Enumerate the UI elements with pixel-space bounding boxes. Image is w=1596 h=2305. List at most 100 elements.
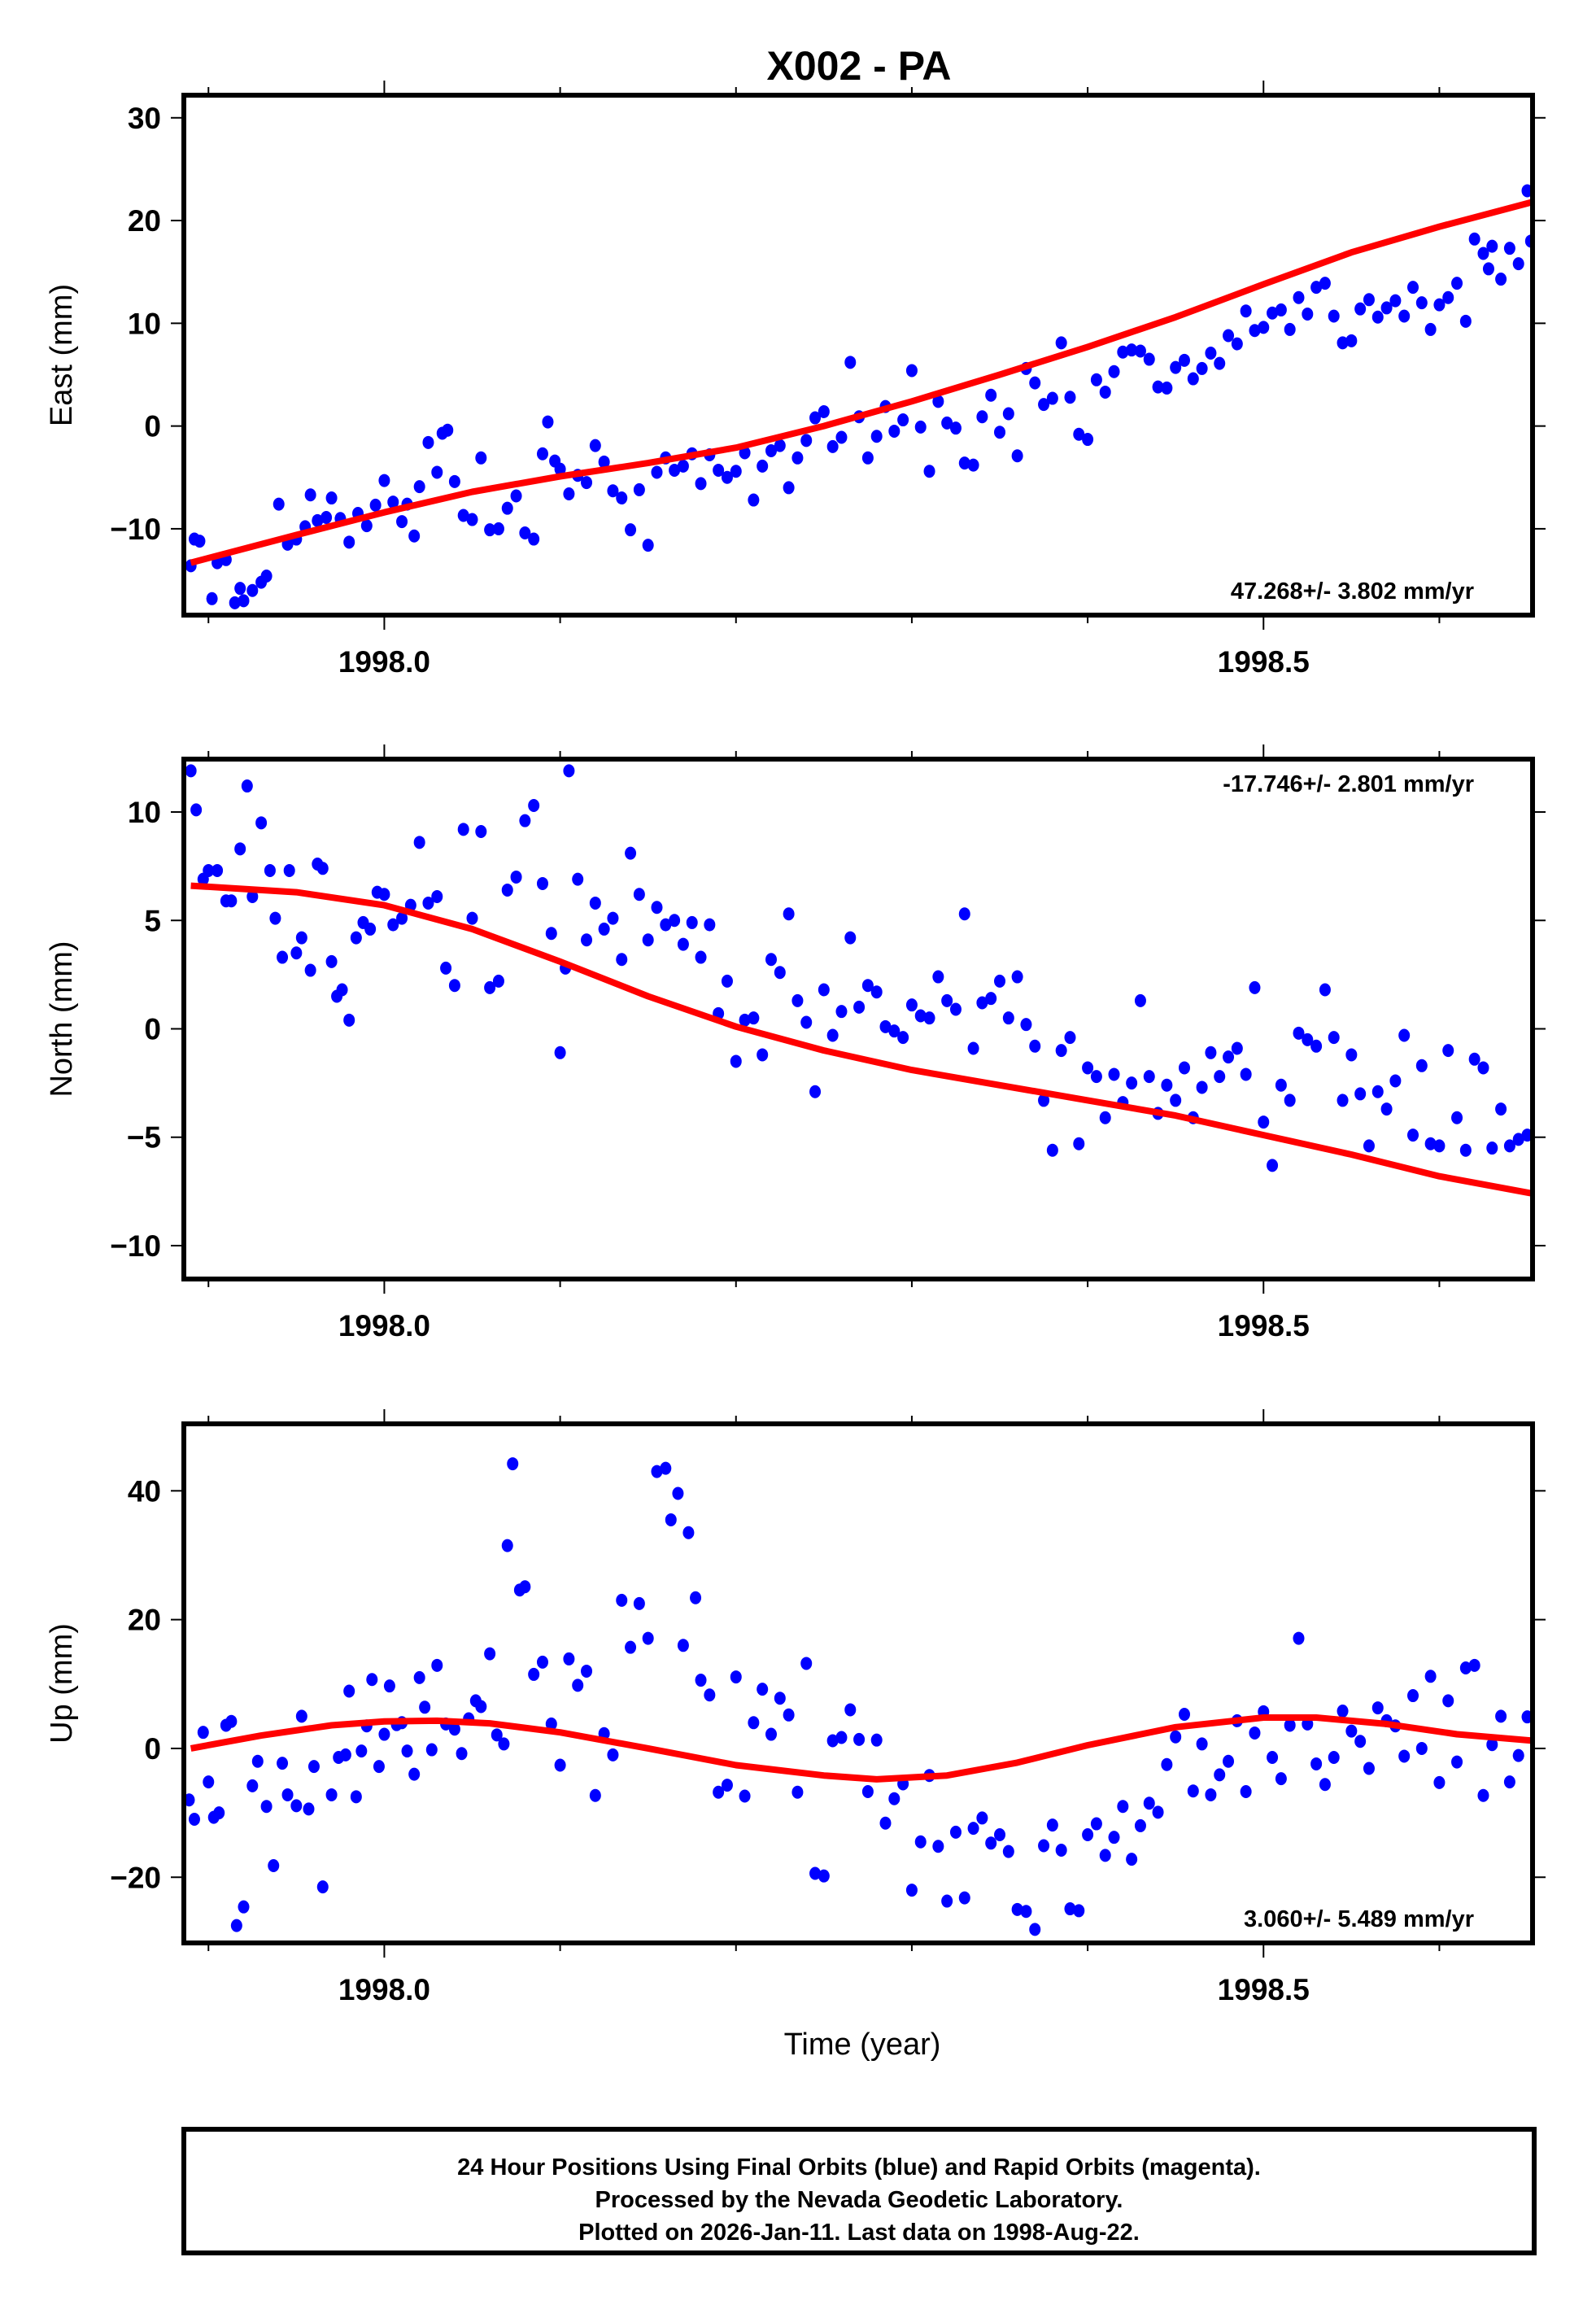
data-point [255,816,268,830]
data-point [660,918,672,932]
data-point [826,1734,839,1748]
data-point [879,1816,892,1830]
data-point [1459,314,1472,328]
y-axis-label: Up (mm) [45,1623,79,1744]
data-point [413,1670,425,1684]
data-point [1592,1698,1596,1711]
data-point [616,1593,628,1607]
data-point [1433,1139,1446,1153]
data-point [1486,239,1498,253]
data-point [501,883,513,897]
data-point [230,1919,242,1932]
x-axis-label: Time (year) [784,2028,941,2062]
data-point [1178,353,1190,367]
data-point [598,455,610,469]
data-point [914,1835,927,1849]
data-point [1152,1805,1164,1819]
data-point [774,1692,786,1705]
y-tick-label: 20 [128,1604,161,1637]
data-point [422,896,434,910]
data-point [1231,1041,1243,1055]
data-point [765,1727,777,1741]
caption-frame [181,2127,1537,2255]
panel-data [185,764,1596,1214]
data-point [1477,1061,1489,1075]
data-point [844,356,857,369]
data-point [1592,1111,1596,1124]
data-point [1433,298,1446,312]
data-point [897,1031,909,1045]
data-point [1126,343,1138,357]
data-point [1337,1094,1349,1107]
data-point [1328,1751,1340,1765]
data-point [1566,1702,1577,1715]
data-point [1258,1115,1270,1129]
data-point [1495,273,1507,286]
data-point [800,1015,813,1029]
data-point [704,1688,716,1702]
data-point [651,901,663,915]
data-point [343,535,355,549]
data-point [184,1793,195,1807]
data-point [1170,360,1182,374]
data-point [791,993,804,1007]
data-point [492,974,504,988]
data-point [905,1884,918,1897]
data-point [269,911,281,925]
data-point [976,996,988,1010]
data-point [1512,1748,1524,1762]
y-tick-label: −10 [110,1229,161,1263]
data-point [853,1000,866,1014]
data-point [721,1779,733,1792]
data-point [1240,1067,1252,1081]
data-point [695,477,707,491]
data-point [1214,1768,1226,1782]
data-point [1302,1032,1314,1046]
data-point [669,914,681,928]
data-point [1064,391,1076,404]
data-point [1442,1694,1454,1708]
data-point [1415,1741,1428,1755]
data-point [783,481,795,495]
data-point [713,1785,725,1799]
data-point [1310,281,1323,295]
data-point [941,416,953,430]
y-tick-label: 20 [128,204,161,238]
data-point [809,1866,822,1880]
data-point [1249,324,1261,338]
data-point [475,451,487,465]
data-point [1046,1143,1058,1157]
data-point [312,513,324,527]
y-axis-label: East (mm) [45,284,79,426]
data-point [1082,433,1094,447]
data-point [818,404,830,418]
data-point [251,1754,264,1768]
data-point [1551,1122,1563,1135]
data-point [1345,1724,1358,1738]
data-point [1011,970,1023,984]
data-point [475,825,487,839]
data-point [1503,1139,1515,1153]
data-point [1064,1902,1076,1916]
data-point [1583,1135,1594,1148]
data-point [1143,1796,1155,1810]
data-point [967,458,979,472]
data-point [528,1667,540,1681]
data-point [1539,1731,1550,1744]
data-point [246,583,259,597]
data-point [190,803,203,817]
data-point [949,421,962,435]
data-point [1407,1689,1419,1703]
data-point [1161,1757,1173,1771]
data-point [1371,1701,1384,1715]
data-point [554,1758,566,1772]
data-point [589,896,601,910]
data-point [598,922,610,936]
data-point [994,1828,1006,1842]
data-point [1038,1839,1050,1853]
data-point [1337,1705,1349,1718]
data-point [757,459,769,473]
data-point [1082,1828,1094,1842]
data-point [783,907,795,921]
